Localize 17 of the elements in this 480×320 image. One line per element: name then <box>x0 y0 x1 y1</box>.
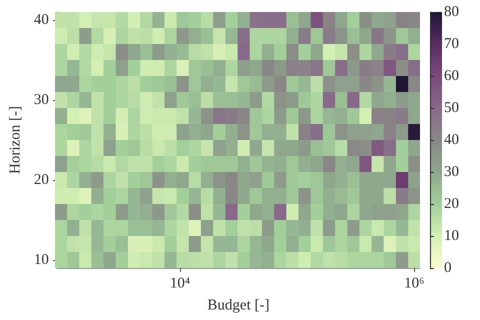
y-tick-label: 20 <box>34 172 49 188</box>
y-tick-label: 40 <box>34 12 49 28</box>
y-tick-label: 10 <box>34 252 49 268</box>
x-tick-label: 10⁶ <box>404 276 424 292</box>
color-bar-label: 60 <box>444 68 459 84</box>
color-bar-label: 10 <box>444 228 459 244</box>
x-axis-title: Budget [-] <box>207 298 270 314</box>
color-bar-label: 0 <box>444 260 452 276</box>
color-bar-label: 20 <box>444 196 459 212</box>
y-tick-label: 30 <box>34 92 49 108</box>
color-bar-label: 40 <box>444 132 459 148</box>
color-bar-label: 80 <box>444 4 459 20</box>
color-bar-label: 50 <box>444 100 459 116</box>
y-axis-title: Horizon [-] <box>8 106 24 174</box>
x-tick-label: 10⁴ <box>170 276 190 292</box>
color-bar-label: 30 <box>444 164 459 180</box>
color-bar-label: 70 <box>444 36 459 52</box>
